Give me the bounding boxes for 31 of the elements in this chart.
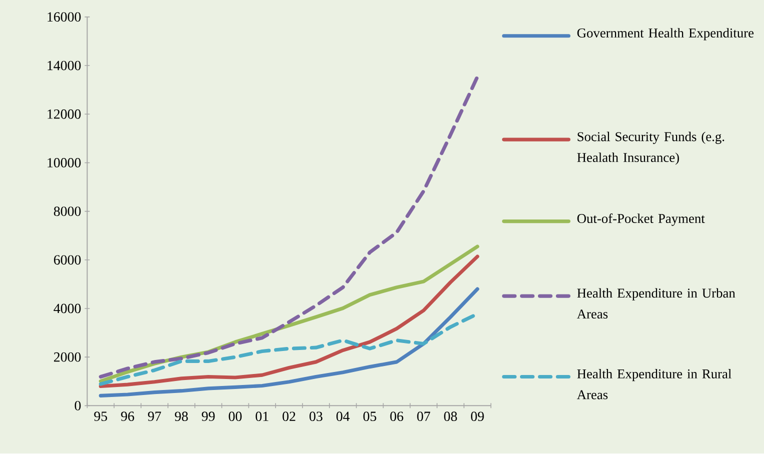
y-tick-label: 14000 <box>48 61 81 70</box>
y-tick-label: 6000 <box>54 255 81 265</box>
x-tick-label: 96 <box>121 412 134 422</box>
legend-label: Out-of-Pocket Payment <box>577 214 705 226</box>
x-tick-label: 03 <box>310 412 322 422</box>
legend-label: Health Expenditure in Urban Areas <box>576 288 736 319</box>
x-tick-label: 09 <box>471 412 484 422</box>
x-tick-label: 06 <box>390 412 404 422</box>
y-tick-label: 4000 <box>54 304 81 314</box>
y-tick-label: 0 <box>74 401 81 411</box>
x-tick-label: 00 <box>228 412 242 422</box>
y-tick-label: 10000 <box>48 158 81 168</box>
x-tick-label: 95 <box>94 412 108 422</box>
legend-label: Social Security Funds (e.g. Healath Insurance) <box>577 132 724 166</box>
x-tick-label: 04 <box>336 412 350 422</box>
line-series <box>98 287 480 398</box>
legend-label: Government Health Expenditure <box>577 28 754 40</box>
x-tick-label: 08 <box>444 412 457 422</box>
x-tick-label: 97 <box>148 412 162 422</box>
y-tick-label: 8000 <box>54 206 81 216</box>
x-tick-label: 05 <box>363 412 376 422</box>
line-series <box>98 75 480 379</box>
x-tick-label: 02 <box>282 412 296 422</box>
y-tick-label: 16000 <box>48 12 81 22</box>
legend-label: Health Expenditure in Rural Areas <box>576 369 732 400</box>
x-tick-label: 07 <box>417 412 430 422</box>
x-tick-label: 99 <box>202 412 215 422</box>
x-tick-label: 98 <box>174 412 188 422</box>
y-tick-label: 2000 <box>54 352 81 362</box>
x-tick-label: 01 <box>256 412 268 422</box>
y-tick-label: 12000 <box>48 110 81 120</box>
